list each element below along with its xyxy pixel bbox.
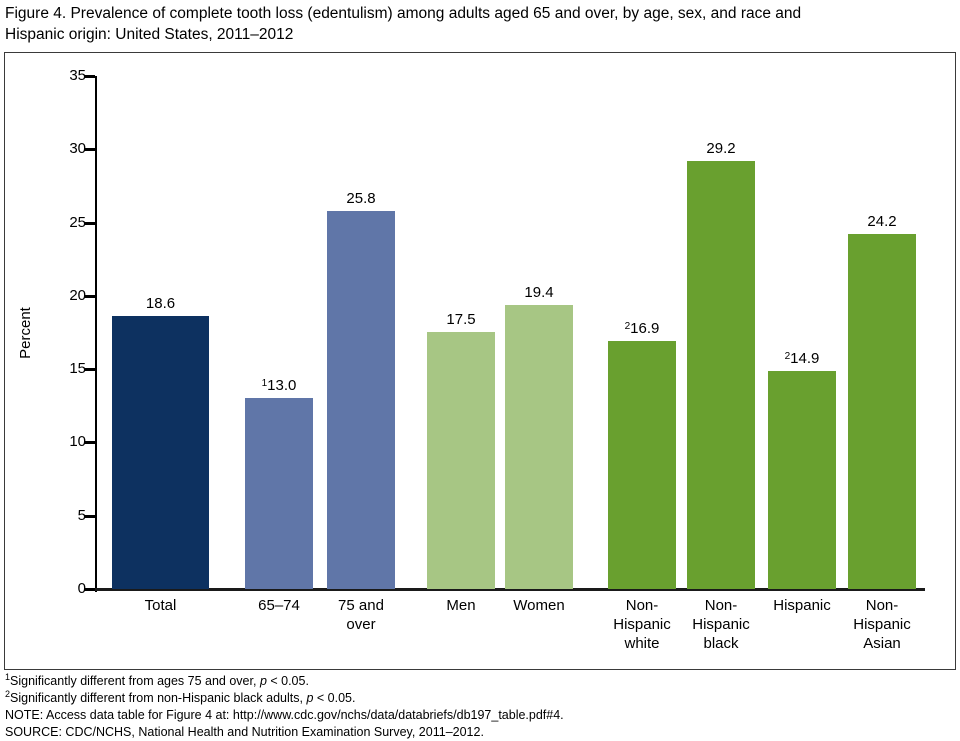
y-tick-label-10: 10 (69, 433, 86, 450)
y-tick-5 (84, 515, 95, 518)
y-tick-25 (84, 222, 95, 225)
y-tick-10 (84, 441, 95, 444)
bar-75-and-over (327, 211, 395, 589)
bar-65-74 (245, 398, 313, 589)
y-tick-label-25: 25 (69, 214, 86, 231)
footnote-source: SOURCE: CDC/NCHS, National Health and Nu… (5, 724, 564, 741)
x-tick-label-line: white (624, 635, 660, 652)
x-tick-label-line: 65–74 (258, 597, 300, 614)
bar-women (505, 305, 573, 589)
bar-hispanic (768, 371, 836, 589)
value-label-non-hispanic-asian: 24.2 (867, 213, 897, 230)
footnote-1-p: p (259, 674, 267, 688)
x-tick-label-line: over (346, 616, 376, 633)
x-tick-label-line: Hispanic (773, 597, 831, 614)
value-label-75-and-over: 25.8 (346, 190, 376, 207)
figure-title-line-1: Figure 4. Prevalence of complete tooth l… (5, 5, 802, 22)
footnote-2-text: Significantly different from non-Hispani… (10, 691, 307, 705)
y-tick-30 (84, 148, 95, 151)
y-axis-line (95, 76, 97, 592)
footnote-1: 1Significantly different from ages 75 an… (5, 671, 564, 690)
x-tick-label-line: Women (513, 597, 565, 614)
y-tick-35 (84, 75, 95, 78)
footnote-2-p: p (306, 691, 314, 705)
footnote-1-marker: 1 (5, 671, 11, 682)
footnote-2: 2Significantly different from non-Hispan… (5, 688, 564, 707)
footnote-source-text: SOURCE: CDC/NCHS, National Health and Nu… (5, 725, 484, 739)
x-tick-label-line: Hispanic (853, 616, 911, 633)
bar-total (112, 316, 209, 589)
x-tick-label-65-74: 65–74 (224, 596, 334, 615)
value-label-total: 18.6 (145, 295, 176, 312)
bar-non-hispanic-white (608, 341, 676, 589)
value-label-men: 17.5 (446, 311, 476, 328)
x-tick-label-line: Non- (865, 597, 899, 614)
y-tick-20 (84, 295, 95, 298)
x-tick-label-total: Total (106, 596, 216, 615)
value-label-non-hispanic-black: 29.2 (706, 140, 736, 157)
figure-title: Figure 4. Prevalence of complete tooth l… (5, 3, 955, 45)
x-tick-label-non-hispanic-white: Non- Hispanic white (587, 596, 697, 653)
x-tick-label-non-hispanic-black: Non- Hispanic black (666, 596, 776, 653)
x-tick-label-line: Hispanic (613, 616, 671, 633)
x-tick-label-line: Non- (625, 597, 659, 614)
footnote-1-pvalue: < 0.05. (266, 674, 309, 688)
x-tick-label-75-and-over: 75 and over (306, 596, 416, 634)
footnote-2-marker: 2 (5, 688, 11, 699)
x-tick-label-line: Men (446, 597, 476, 614)
footnote-note: NOTE: Access data table for Figure 4 at:… (5, 707, 564, 724)
figure-title-line-2: Hispanic origin: United States, 2011–201… (5, 26, 294, 43)
x-tick-label-line: 75 and (338, 597, 384, 614)
bar-men (427, 332, 495, 589)
y-tick-label-0: 0 (77, 580, 86, 597)
y-tick-label-5: 5 (77, 507, 86, 524)
x-tick-label-hispanic: Hispanic (747, 596, 857, 615)
x-tick-label-men: Men (406, 596, 516, 615)
footnote-2-pvalue: < 0.05. (313, 691, 356, 705)
x-tick-label-non-hispanic-asian: Non- Hispanic Asian (827, 596, 937, 653)
x-tick-label-line: Non- (704, 597, 738, 614)
value-footnote-marker-65-74: 1 (261, 378, 268, 389)
plot-area: 0 5 10 15 20 25 30 35 18.6 Total 113.0 65–74 25.8 75 … (5, 53, 955, 669)
footnote-note-text: NOTE: Access data table for Figure 4 at:… (5, 708, 564, 722)
x-tick-label-line: Hispanic (692, 616, 750, 633)
y-tick-15 (84, 368, 95, 371)
chart-panel: Percent 0 5 10 15 20 25 30 35 18.6 Total 113.0 65–7… (4, 52, 956, 670)
y-tick-label-35: 35 (69, 67, 86, 84)
x-tick-label-line: Asian (863, 635, 901, 652)
x-tick-label-line: black (703, 635, 739, 652)
y-tick-label-15: 15 (69, 360, 86, 377)
bar-non-hispanic-asian (848, 234, 916, 589)
y-tick-label-20: 20 (69, 287, 86, 304)
value-footnote-marker-non-hispanic-white: 2 (624, 321, 631, 332)
value-label-65-74: 113.0 (261, 377, 297, 394)
y-tick-0 (84, 588, 95, 591)
y-tick-label-30: 30 (69, 140, 86, 157)
footnote-1-text: Significantly different from ages 75 and… (10, 674, 260, 688)
value-footnote-marker-hispanic: 2 (784, 351, 791, 362)
bar-non-hispanic-black (687, 161, 755, 589)
value-label-women: 19.4 (524, 284, 554, 301)
x-tick-label-line: Total (144, 597, 177, 614)
value-label-non-hispanic-white: 216.9 (624, 320, 660, 337)
value-label-hispanic: 214.9 (784, 350, 820, 367)
x-axis-line (95, 588, 925, 591)
x-tick-label-women: Women (484, 596, 594, 615)
footnotes: 1Significantly different from ages 75 an… (5, 671, 564, 741)
